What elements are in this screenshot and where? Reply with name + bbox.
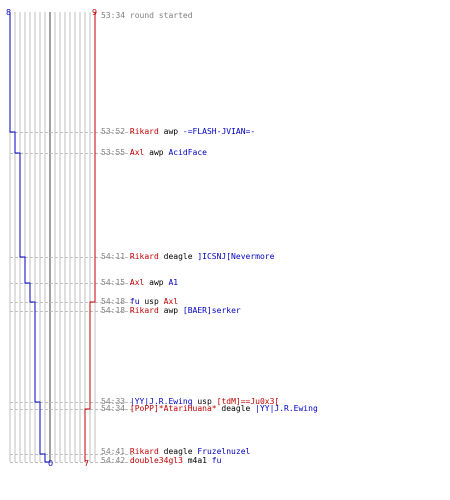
event-time: 54:41 (101, 447, 130, 456)
event-time: 54:33 (101, 397, 130, 406)
event-row: 54:41 Rikard deagle Fruzelnuzel (101, 447, 250, 456)
event-row: 54:11 Rikard deagle ]ICSNJ[Nevermore (101, 252, 274, 261)
event-time: 54:42 (101, 456, 130, 465)
event-text-part: fu (211, 456, 222, 465)
event-text-part: Fruzelnuzel (197, 447, 251, 456)
event-time: 53:55 (101, 148, 130, 157)
event-row: 54:42 double34gl3 m4a1 fu (101, 456, 221, 465)
event-row: 53:52 Rikard awp -=FLASH-JVIAN=- (101, 127, 255, 136)
event-row: 53:34 round started (101, 11, 193, 20)
event-text-part: awp (158, 306, 183, 315)
event-row: 54:15 Axl awp A1 (101, 278, 178, 287)
red-team-alive-line (84, 12, 96, 462)
event-text-part: double34gl3 (129, 456, 183, 465)
red-start-count: 9 (92, 8, 98, 17)
event-text-part: Axl (129, 148, 145, 157)
event-text-part: A1 (168, 278, 179, 287)
event-text-part: deagle (216, 404, 256, 413)
event-row: 54:33 |YY|J.R.Ewing usp [tdM]==Ju0x3[ (101, 397, 279, 406)
event-text-part: Rikard (129, 127, 159, 136)
event-time: 54:11 (101, 252, 130, 261)
event-time: 54:34 (101, 404, 130, 413)
event-text-part: [PoPP]*AtariHuana* (129, 404, 217, 413)
event-text-part: awp (144, 148, 169, 157)
event-text-part: deagle (158, 447, 198, 456)
event-text-part: usp (139, 297, 164, 306)
event-time: 53:52 (101, 127, 130, 136)
event-text-part: ]ICSNJ[Nevermore (197, 252, 275, 261)
event-row: 53:55 Axl awp AcidFace (101, 148, 207, 157)
blue-start-count: 8 (6, 8, 12, 17)
event-time: 54:15 (101, 278, 130, 287)
event-text-part: usp (192, 397, 217, 406)
event-text-part: Rikard (129, 447, 159, 456)
event-text-part: round started (129, 11, 193, 20)
event-text-part: [BAER]serker (182, 306, 241, 315)
blue-end-count: 0 (48, 459, 54, 468)
event-text-part: |YY|J.R.Ewing (129, 397, 193, 406)
event-text-part: m4a1 (182, 456, 212, 465)
event-text-part: Axl (163, 297, 179, 306)
event-text-part: deagle (158, 252, 198, 261)
event-row: 54:18 fu usp Axl (101, 297, 178, 306)
event-text-part: [tdM]==Ju0x3[ (216, 397, 280, 406)
event-text-part: -=FLASH-JVIAN=- (182, 127, 256, 136)
event-text-part: fu (129, 297, 140, 306)
event-text-part: Axl (129, 278, 145, 287)
event-time: 54:18 (101, 306, 130, 315)
event-row: 54:18 Rikard awp [BAER]serker (101, 306, 241, 315)
event-text-part: awp (144, 278, 169, 287)
event-time: 53:34 (101, 11, 130, 20)
event-text-part: Rikard (129, 306, 159, 315)
red-end-count: 7 (84, 459, 90, 468)
event-text-part: awp (158, 127, 183, 136)
event-text-part: AcidFace (168, 148, 207, 157)
event-text-part: |YY|J.R.Ewing (255, 404, 318, 413)
event-text-part: Rikard (129, 252, 159, 261)
event-time: 54:18 (101, 297, 130, 306)
blue-team-alive-line (9, 12, 50, 463)
event-row: 54:34 [PoPP]*AtariHuana* deagle |YY|J.R.… (101, 404, 318, 413)
